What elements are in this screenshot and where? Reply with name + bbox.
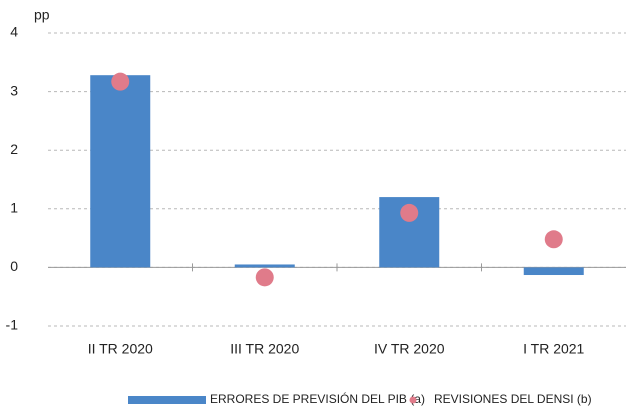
y-tick-label: -1 [6,317,19,333]
x-tick-label: II TR 2020 [88,341,153,357]
y-tick-label: 0 [10,258,18,274]
y-tick-label: 1 [10,200,18,216]
x-tick-label: IV TR 2020 [374,341,445,357]
legend-label: REVISIONES DEL DENSI (b) [434,392,592,406]
bar [90,75,151,268]
bar [234,264,295,268]
dot [544,230,563,249]
dot [111,72,130,91]
bar [523,267,584,276]
x-tick-label: III TR 2020 [230,341,299,357]
x-tick-label: I TR 2021 [523,341,584,357]
legend-label: ERRORES DE PREVISIÓN DEL PIB (a) [210,391,425,406]
y-tick-label: 3 [10,82,18,98]
dot [255,268,274,287]
y-axis-label: pp [34,7,50,23]
legend-swatch [409,396,417,404]
dot [400,203,419,222]
y-tick-label: 2 [10,141,18,157]
y-tick-label: 4 [10,24,18,40]
legend-swatch [128,396,206,404]
